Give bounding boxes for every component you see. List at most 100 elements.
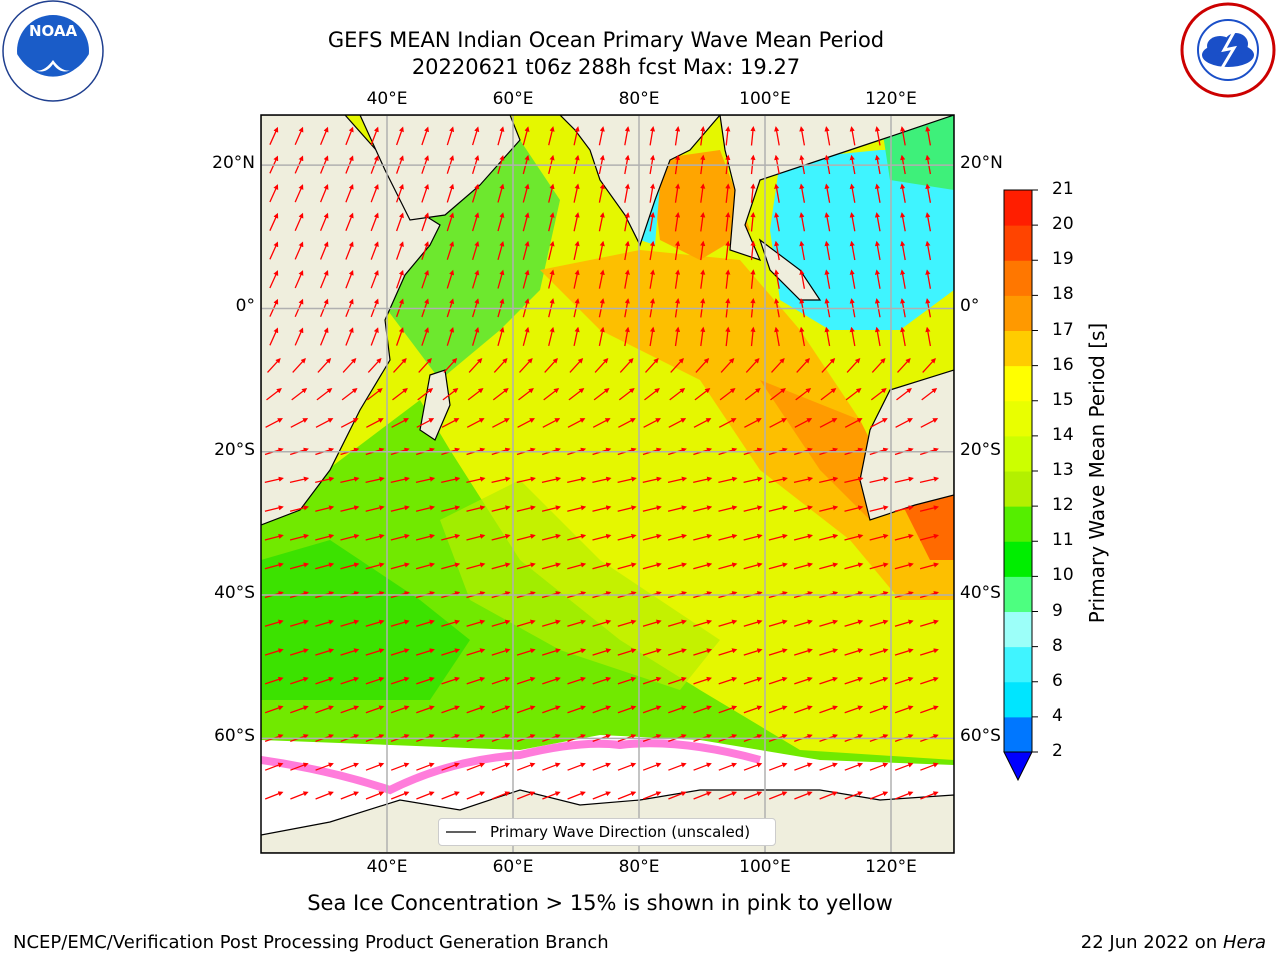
wave-arrow [319,241,329,260]
wave-arrow [743,533,763,541]
wave-arrow [743,562,763,570]
wave-arrow [516,619,536,627]
wave-arrow [900,240,906,261]
wave-arrow [416,705,435,714]
wave-arrow [421,183,429,203]
colorbar-tick-label: 16 [1052,354,1074,375]
wave-arrow [668,418,687,428]
wave-arrow [744,418,762,428]
wave-arrow [269,241,279,260]
wave-arrow [670,357,684,373]
wave-arrow [795,388,812,401]
wave-arrow [874,240,881,261]
wave-arrow [269,212,279,231]
wave-arrow [674,126,681,146]
wave-arrow [693,619,713,627]
wave-arrow [642,791,662,800]
wave-arrow [743,505,763,512]
footer-date-text: 22 Jun 2022 on [1080,932,1223,953]
wave-arrow [264,705,284,714]
wave-arrow [693,533,713,541]
wave-arrow [522,269,530,289]
wave-arrow [667,505,688,512]
wave-arrow [264,676,284,685]
wave-arrow [920,676,939,685]
wave-arrow [925,240,932,261]
wave-arrow [921,388,938,401]
wave-arrow [390,619,410,627]
wave-arrow [920,648,939,656]
wave-arrow [796,357,810,373]
wave-arrow [370,126,379,146]
wave-arrow [794,791,813,800]
wave-arrow [567,619,587,627]
wave-arrow [920,705,939,714]
wave-arrow [390,791,410,800]
wave-arrow [793,476,814,484]
sea-ice-note: Sea Ice Concentration > 15% is shown in … [307,891,893,915]
wave-arrow [693,418,712,428]
map-subtitle: 20220621 t06z 288h fcst Max: 19.27 [411,55,801,79]
wave-arrow [567,762,586,771]
wave-arrow [674,240,681,261]
wave-arrow [793,533,814,541]
wave-arrow [774,212,780,232]
wave-arrow [541,476,562,484]
wave-arrow [869,619,889,627]
wave-arrow [516,505,536,512]
wave-arrow [674,326,681,347]
wave-arrow [573,240,580,261]
wave-arrow [649,126,656,146]
wave-arrow [894,648,914,656]
wave-arrow [567,476,587,484]
wave-arrow [446,212,455,232]
wave-arrow [598,126,605,146]
wave-arrow [593,388,610,401]
colorbar-tick-label: 17 [1052,319,1074,340]
wave-arrow [869,533,889,541]
lat-tick-label-left: 60°S [214,726,255,747]
wave-arrow [617,505,637,512]
wave-arrow [567,418,586,428]
wave-arrow [592,562,612,570]
zone-period-16 [540,250,954,600]
wave-arrow [522,212,530,232]
wave-arrow [345,212,354,232]
wave-arrow [819,418,838,428]
wave-arrow [315,562,335,570]
wave-arrow [718,705,738,714]
wave-arrow [725,326,731,347]
wave-arrow [316,388,333,401]
map-border [260,114,955,854]
wave-arrow [849,126,856,146]
wave-direction-arrows [264,125,940,800]
noaa-logo-text: NOAA [29,22,78,40]
wave-arrow [744,388,761,401]
zone-period-10 [261,540,470,700]
wave-arrow [497,126,505,146]
colorbar-tick-label: 9 [1052,600,1063,621]
wave-arrow [516,791,536,800]
colorbar-tick-label: 8 [1052,635,1063,656]
wave-arrow [542,762,561,771]
wave-arrow [340,705,360,714]
wave-arrow [819,476,839,484]
wave-arrow [824,212,831,232]
lon-tick-label-bottom: 80°E [618,857,660,877]
wave-arrow [315,762,334,771]
wave-arrow [750,211,756,232]
wave-arrow [799,212,806,232]
wave-arrow [668,762,687,771]
wave-arrow [894,476,914,484]
wave-arrow [592,791,612,800]
wave-arrow [491,505,511,512]
wave-arrow [365,791,385,800]
wave-arrow [345,126,354,146]
wave-arrow [365,562,385,570]
wave-arrow [315,505,335,512]
wave-arrow [869,562,889,570]
wave-arrow [567,533,587,541]
wave-arrow [441,505,461,512]
wave-arrow [618,388,635,401]
wave-arrow [340,533,360,541]
